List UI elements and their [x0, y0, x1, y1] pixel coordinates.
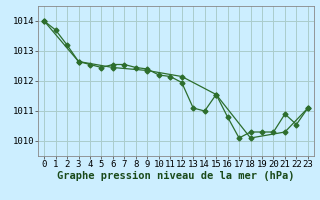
X-axis label: Graphe pression niveau de la mer (hPa): Graphe pression niveau de la mer (hPa) [57, 171, 295, 181]
